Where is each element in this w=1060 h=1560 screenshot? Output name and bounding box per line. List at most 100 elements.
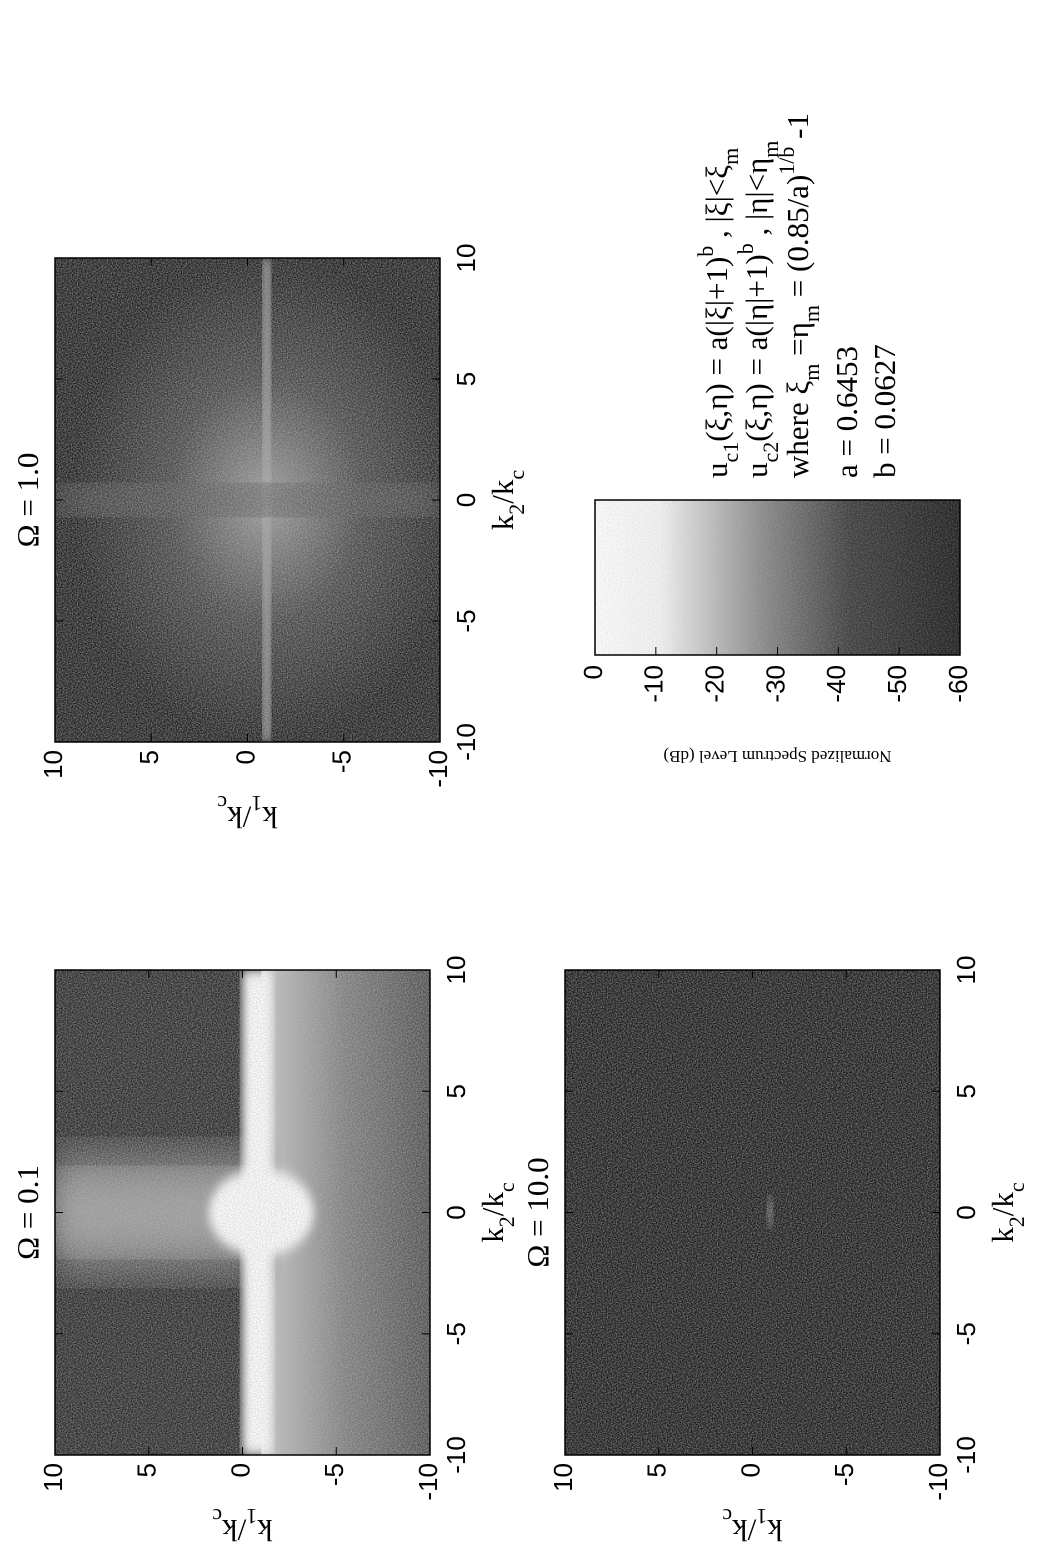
y-tick-label: 10	[38, 1463, 68, 1492]
x-tick-label: 5	[441, 1084, 471, 1098]
colorbar-tick-label: -30	[760, 665, 790, 703]
text-segment: b	[693, 246, 718, 257]
text-segment: 1	[246, 1504, 257, 1529]
colorbar-tick-label: -20	[700, 665, 730, 703]
x-tick-label: -5	[451, 609, 481, 632]
text-segment: k	[985, 1227, 1020, 1243]
x-axis-label: k2/kc	[485, 470, 528, 531]
equation-line: uc1(ξ,η) = a(|ξ|+1)b , |ξ|<ξm	[693, 148, 743, 478]
text-segment: = (0.85/a)	[780, 175, 815, 305]
equation-line: a = 0.6453	[829, 346, 864, 478]
x-tick-label: -5	[441, 1322, 471, 1345]
y-tick-label: -5	[829, 1463, 859, 1486]
heatmap-grain	[55, 970, 430, 1455]
text-segment: k	[767, 1513, 783, 1548]
equation-line: b = 0.0627	[867, 344, 902, 478]
text-segment: c	[212, 1504, 222, 1529]
text-segment: a = 0.6453	[829, 346, 864, 478]
equation-line: uc2(ξ,η) = a(|η|+1)b , |η|<ηm	[733, 141, 783, 478]
colorbar-tick-label: 0	[578, 665, 608, 679]
text-segment: k	[262, 800, 278, 835]
heatmap-grain	[565, 970, 940, 1455]
text-segment: c2	[758, 442, 783, 463]
panel-title: Ω = 0.1	[10, 1165, 45, 1260]
colorbar-tick-label: -60	[943, 665, 973, 703]
x-tick-label: -5	[951, 1322, 981, 1345]
text-segment: =η	[780, 322, 815, 363]
y-tick-label: 5	[132, 1463, 162, 1477]
x-tick-label: -10	[951, 1436, 981, 1474]
text-segment: (ξ,η) = a(|η|+1)	[739, 254, 774, 441]
text-segment: k	[475, 1227, 510, 1243]
y-tick-label: -5	[319, 1463, 349, 1486]
y-tick-label: 0	[735, 1463, 765, 1477]
text-segment: 2	[504, 504, 529, 515]
text-segment: u	[699, 463, 734, 479]
y-axis-label: k1/kc	[212, 1504, 273, 1547]
text-segment: , |ξ|<ξ	[699, 165, 734, 246]
x-tick-label: -10	[451, 723, 481, 761]
text-segment: c	[217, 791, 227, 816]
x-tick-label: 0	[951, 1205, 981, 1219]
x-axis-label: k2/kc	[475, 1182, 518, 1243]
y-axis-label: k1/kc	[722, 1504, 783, 1547]
text-segment: where ξ	[780, 381, 815, 478]
text-segment: 1/b	[774, 147, 799, 175]
colorbar-label: Normalized Spectrum Level (dB)	[663, 747, 891, 766]
x-tick-label: 10	[451, 244, 481, 273]
text-segment: c	[1004, 1182, 1029, 1192]
text-segment: 1	[756, 1504, 767, 1529]
text-segment: c	[722, 1504, 732, 1529]
x-tick-label: 10	[441, 956, 471, 985]
panel-title: Ω = 10.0	[520, 1157, 555, 1267]
text-segment: c1	[718, 442, 743, 463]
text-segment: /k	[227, 800, 252, 835]
x-tick-label: 5	[951, 1084, 981, 1098]
text-segment: /k	[985, 1192, 1020, 1217]
y-tick-label: -10	[923, 1463, 953, 1501]
text-segment: , |η|<η	[739, 158, 774, 244]
text-segment: 1	[251, 791, 262, 816]
text-segment: (ξ,η) = a(|ξ|+1)	[699, 257, 734, 442]
text-segment: -1	[780, 113, 815, 147]
y-tick-label: 5	[134, 750, 164, 764]
y-tick-label: -10	[423, 750, 453, 788]
y-tick-label: 10	[38, 750, 68, 779]
text-segment: k	[485, 514, 520, 530]
text-segment: c	[494, 1182, 519, 1192]
colorbar-tick-label: -40	[821, 665, 851, 703]
y-tick-label: 10	[548, 1463, 578, 1492]
x-tick-label: 5	[451, 372, 481, 386]
colorbar-tick-label: -50	[882, 665, 912, 703]
heatmap-grain	[55, 258, 440, 742]
text-segment: /k	[732, 1513, 757, 1548]
text-segment: m	[718, 148, 743, 165]
text-segment: m	[758, 141, 783, 158]
colorbar-tick-label: -10	[639, 665, 669, 703]
text-segment: m	[799, 364, 824, 381]
x-tick-label: -10	[441, 1436, 471, 1474]
y-tick-label: 5	[642, 1463, 672, 1477]
text-segment: b	[733, 243, 758, 254]
y-tick-label: -10	[413, 1463, 443, 1501]
y-axis-label: k1/kc	[217, 791, 278, 834]
y-tick-label: 0	[230, 750, 260, 764]
y-tick-label: -5	[327, 750, 357, 773]
text-segment: b = 0.0627	[867, 344, 902, 478]
colorbar-grain	[595, 500, 960, 655]
y-tick-label: 0	[225, 1463, 255, 1477]
panel-title: Ω = 1.0	[10, 453, 45, 548]
text-segment: k	[257, 1513, 273, 1548]
text-segment: u	[739, 463, 774, 479]
text-segment: /k	[222, 1513, 247, 1548]
x-tick-label: 0	[441, 1205, 471, 1219]
text-segment: c	[504, 470, 529, 480]
x-tick-label: 0	[451, 493, 481, 507]
text-segment: 2	[1004, 1216, 1029, 1227]
text-segment: m	[799, 305, 824, 322]
x-tick-label: 10	[951, 956, 981, 985]
text-segment: /k	[475, 1192, 510, 1217]
